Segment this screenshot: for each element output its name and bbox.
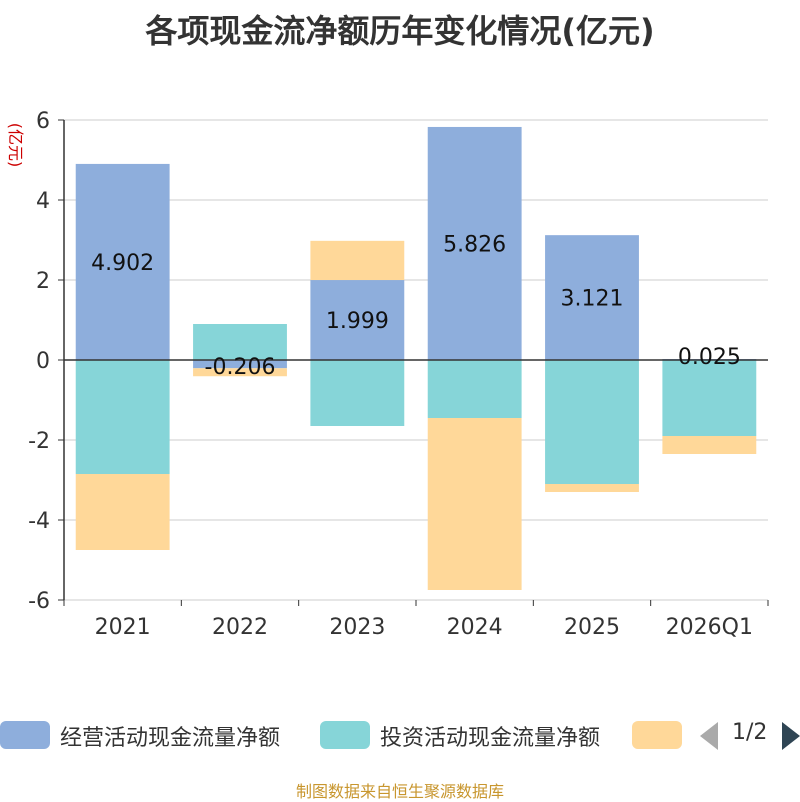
y-tick-label: -2 (28, 429, 50, 454)
chart-title: 各项现金流净额历年变化情况(亿元) (145, 12, 655, 50)
bar-2026Q1-series-1 (662, 360, 757, 436)
next-page-icon[interactable] (782, 722, 800, 750)
bar-2023-series-2 (310, 240, 405, 281)
x-tick-label: 2024 (447, 615, 503, 640)
legend-label-investing: 投资活动现金流量净额 (380, 726, 601, 751)
chart-area: (亿元) 6 4 2 0 -2 -4 -6 2021 2022 2023 2024 2025 2026Q… (6, 109, 769, 640)
data-label-2022: -0.206 (205, 355, 276, 380)
data-label-2023: 1.999 (326, 309, 389, 334)
x-tick-label: 2023 (329, 615, 385, 640)
x-tick-label: 2025 (564, 615, 620, 640)
legend-swatch-investing (320, 721, 370, 749)
data-label-2024: 5.826 (443, 232, 506, 257)
bar-2023-series-0 (310, 280, 405, 360)
bars-group (75, 126, 757, 590)
bar-2024-series-1 (427, 360, 522, 418)
prev-page-icon[interactable] (700, 722, 718, 750)
x-tick-label: 2022 (212, 615, 268, 640)
bar-2021-series-1 (75, 360, 170, 474)
y-axis-label: (亿元) (6, 123, 25, 168)
bar-2022-series-1 (193, 324, 287, 360)
data-label-2026Q1: 0.025 (678, 345, 741, 370)
bar-2025-series-1 (545, 360, 639, 484)
bar-2025-series-0 (545, 235, 639, 360)
bar-2026Q1-series-2 (662, 436, 757, 454)
y-tick-label: -6 (28, 589, 50, 614)
y-tick-label: 6 (36, 109, 50, 134)
bar-2025-series-2 (545, 484, 639, 492)
legend-page-indicator: 1/2 (732, 720, 768, 745)
axes: 6 4 2 0 -2 -4 -6 2021 2022 2023 2024 2025 2026Q1 (28, 109, 769, 640)
bar-2023-series-1 (310, 360, 405, 426)
bar-2024-series-0 (427, 126, 522, 361)
bar-2024-series-2 (427, 418, 522, 590)
data-labels: 4.902 -0.206 1.999 5.826 3.121 0.025 (91, 232, 741, 380)
data-label-2025: 3.121 (561, 287, 624, 312)
y-tick-label: 0 (36, 349, 50, 374)
legend-label-operating: 经营活动现金流量净额 (60, 726, 281, 751)
x-tick-label: 2021 (95, 615, 151, 640)
data-source-note: 制图数据来自恒生聚源数据库 (295, 782, 504, 801)
data-label-2021: 4.902 (91, 251, 154, 276)
y-tick-label: 2 (36, 269, 50, 294)
legend-swatch-operating (0, 721, 50, 749)
bar-2021-series-2 (75, 474, 170, 550)
bar-2021-series-0 (75, 163, 170, 360)
bar-2022-series-0 (193, 360, 287, 369)
y-tick-label: 4 (36, 189, 50, 214)
bar-2022-series-2 (193, 368, 287, 377)
y-tick-label: -4 (28, 509, 50, 534)
legend-pager: 1/2 (700, 720, 800, 752)
legend-swatch-financing (632, 721, 682, 749)
legend: 经营活动现金流量净额 投资活动现金流量净额 1/2 (0, 714, 800, 758)
x-tick-label: 2026Q1 (666, 615, 753, 640)
